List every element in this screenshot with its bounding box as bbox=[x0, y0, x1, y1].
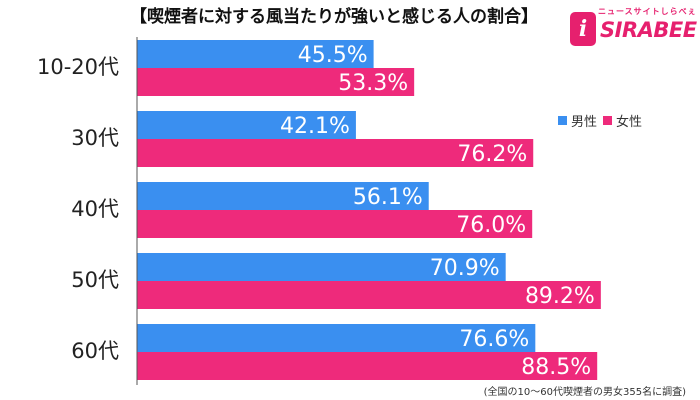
bar-female bbox=[137, 352, 598, 380]
survey-footnote: (全国の10～60代喫煙者の男女355名に調査) bbox=[483, 387, 686, 398]
logo-wordmark: SIRABEE bbox=[600, 18, 697, 42]
sirabee-logo: ニュースサイトしらべぇ i SIRABEE bbox=[566, 6, 697, 48]
data-label: 45.5% bbox=[298, 43, 368, 68]
category-label: 30代 bbox=[71, 126, 119, 150]
legend-label-female: 女性 bbox=[616, 114, 643, 130]
bar-male bbox=[137, 182, 429, 210]
data-label: 89.2% bbox=[525, 284, 595, 309]
category-label: 50代 bbox=[71, 268, 119, 292]
data-label: 76.6% bbox=[459, 327, 529, 352]
bar-female bbox=[137, 210, 533, 238]
category-label: 60代 bbox=[71, 339, 119, 363]
data-label: 53.3% bbox=[338, 71, 408, 96]
bar-male bbox=[137, 111, 356, 139]
bar-male bbox=[137, 253, 506, 281]
bar-female bbox=[137, 281, 601, 309]
bar-female bbox=[137, 139, 534, 167]
bar-female bbox=[137, 68, 415, 96]
legend-label-male: 男性 bbox=[571, 114, 598, 130]
legend: 男性 女性 bbox=[552, 111, 670, 130]
category-label: 10-20代 bbox=[37, 55, 119, 79]
logo-mark: i bbox=[570, 12, 596, 46]
data-label: 76.0% bbox=[456, 213, 526, 238]
bar-male bbox=[137, 324, 536, 352]
data-label: 70.9% bbox=[430, 256, 500, 281]
data-label: 56.1% bbox=[353, 185, 423, 210]
category-label: 40代 bbox=[71, 197, 119, 221]
bar-male bbox=[137, 40, 374, 68]
chart-title: 【喫煙者に対する風当たりが強いと感じる人の割合】 bbox=[130, 7, 538, 27]
legend-swatch-male bbox=[558, 115, 567, 125]
data-label: 42.1% bbox=[280, 114, 350, 139]
logo-tagline: ニュースサイトしらべぇ bbox=[598, 7, 697, 16]
legend-swatch-female bbox=[603, 115, 613, 125]
data-label: 88.5% bbox=[521, 355, 591, 380]
data-label: 76.2% bbox=[457, 142, 527, 167]
